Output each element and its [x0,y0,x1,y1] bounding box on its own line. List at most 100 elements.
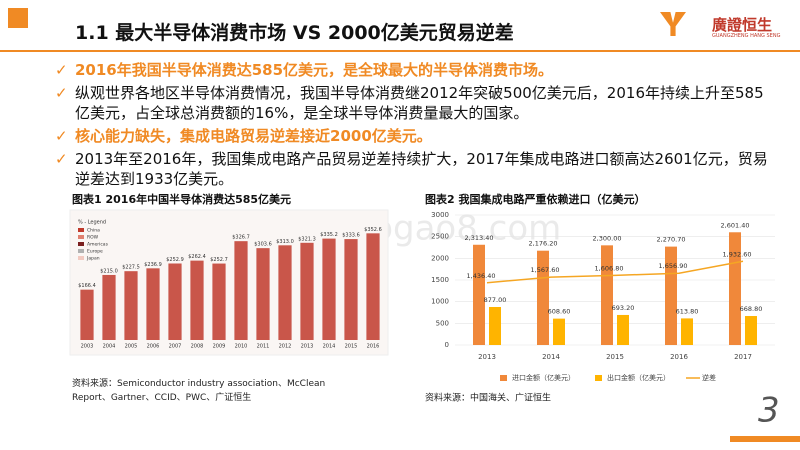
check-icon: ✓ [55,84,68,102]
corner-bar [730,436,800,442]
x-tick-label: 2005 [125,344,138,350]
x-tick-label: 2017 [734,353,752,361]
legend-label: Europe [87,249,103,255]
bullet: ✓ 核心能力缺失，集成电路贸易逆差接近2000亿美元。 [55,126,775,146]
legend-swatch [78,228,84,232]
value-label: 877.00 [484,296,507,304]
y-tick-label: 2000 [431,254,449,262]
bar [234,241,248,340]
legend-swatch [78,249,84,253]
value-label: $227.5 [122,265,140,271]
x-tick-label: 2016 [670,353,688,361]
legend-swatch [78,256,84,260]
chart-title: 图表2 我国集成电路严重依赖进口（亿美元） [425,192,645,206]
x-tick-label: 2013 [301,344,314,350]
slide-title: 1.1 最大半导体消费市场 VS 2000亿美元贸易逆差 [75,22,514,44]
bar [729,232,741,345]
y-tick-label: 500 [436,319,449,327]
legend-swatch [595,375,602,381]
bar [681,318,693,345]
value-label: $262.4 [188,254,206,260]
legend-label: Americas [87,242,109,248]
chart-frame [69,209,389,356]
value-label: 2,270.70 [657,236,686,244]
bullet-text: 纵观世界各地区半导体消费情况，我国半导体消费继2012年突破500亿美元后，20… [75,84,764,122]
bar [278,245,292,340]
x-tick-label: 2014 [323,344,336,350]
value-label: $303.6 [254,242,272,248]
legend-title: % - Legend [78,220,106,226]
x-tick-label: 2003 [81,344,94,350]
value-label: $326.7 [232,235,250,241]
value-label: 2,300.00 [593,234,622,242]
bullet-text: 2013年至2016年，我国集成电路产品贸易逆差持续扩大，2017年集成电路进口… [75,150,768,188]
source: 资料来源：Semiconductor industry association、… [72,377,328,403]
legend-label: 逆差 [702,373,716,382]
bullet: ✓ 2013年至2016年，我国集成电路产品贸易逆差持续扩大，2017年集成电路进… [55,149,775,189]
y-tick-label: 3000 [431,211,449,219]
value-label: $333.6 [342,233,360,239]
value-label: $252.7 [210,257,228,263]
x-tick-label: 2004 [103,344,116,350]
x-tick-label: 2007 [169,344,182,350]
logo-text: 廣證恒生 [712,16,773,34]
x-tick-label: 2015 [345,344,358,350]
bar [366,233,380,340]
bullet-list: ✓ 2016年我国半导体消费达585亿美元，是全球最大的半导体消费市场。 ✓ 纵观世界… [55,60,775,192]
header-square [8,8,28,28]
header-rule [0,50,800,52]
check-icon: ✓ [55,61,68,79]
bar [344,239,358,340]
chart-title: 图表1 2016年中国半导体消费达585亿美元 [72,192,291,206]
x-tick-label: 2016 [367,344,380,350]
x-tick-label: 2010 [235,344,248,350]
bar [322,238,336,340]
bar [665,246,677,345]
x-tick-label: 2013 [478,353,496,361]
page-number: 3 [758,391,780,431]
bullet: ✓ 2016年我国半导体消费达585亿美元，是全球最大的半导体消费市场。 [55,60,775,80]
x-tick-label: 2014 [542,353,560,361]
bar [124,271,138,340]
y-tick-label: 1500 [431,276,449,284]
check-icon: ✓ [55,127,68,145]
y-tick-label: 0 [445,341,449,349]
y-tick-label: 2500 [431,233,449,241]
legend-label: Japan [86,256,100,262]
value-label: $335.2 [320,232,338,238]
source: 资料来源：中国海关、广证恒生 [425,392,551,404]
legend-label: 出口金额（亿美元） [607,373,670,382]
line [486,260,744,284]
value-label: $236.9 [144,262,162,268]
bar [190,260,204,340]
bar [745,316,757,345]
value-label: $215.0 [100,268,118,274]
bullet-text: 2016年我国半导体消费达585亿美元，是全球最大的半导体消费市场。 [75,61,554,79]
bar [489,306,501,345]
bar [553,318,565,345]
value-label: 2,601.40 [721,221,750,229]
bar [212,263,226,340]
value-label: 2,313.40 [465,234,494,242]
logo-subtext: GUANGZHENG HANG SENG [712,33,781,39]
bar [102,274,116,340]
legend-label: 进口金额（亿美元） [512,373,575,382]
bar [617,314,629,345]
legend-swatch [78,242,84,246]
bar [473,244,485,345]
value-label: 668.80 [740,305,763,313]
x-tick-label: 2008 [191,344,204,350]
legend-swatch [500,375,507,381]
x-tick-label: 2015 [606,353,624,361]
value-label: 608.60 [548,308,571,316]
value-label: 1,567.60 [531,266,560,274]
value-label: 1,656.90 [659,262,688,270]
value-label: $352.6 [364,227,382,233]
value-label: 1,606.80 [595,264,624,272]
value-label: 693.20 [612,304,635,312]
value-label: $166.4 [78,283,96,289]
bar [146,268,160,340]
check-icon: ✓ [55,150,68,168]
